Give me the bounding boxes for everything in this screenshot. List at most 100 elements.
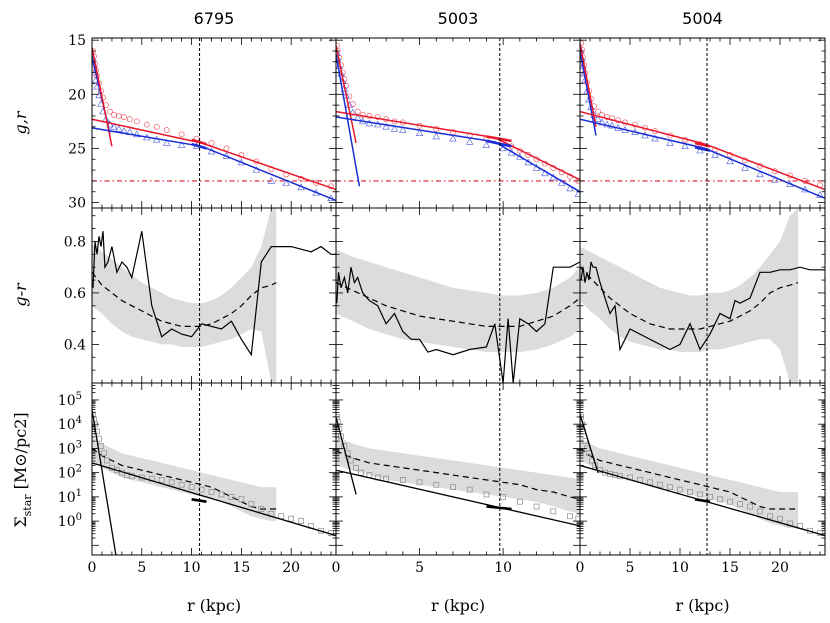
y-axis-label-mag: g,r [11, 110, 30, 134]
mass-point [466, 486, 473, 493]
g-band-point [342, 91, 350, 99]
mass-band [336, 436, 580, 514]
r-band-point [126, 116, 133, 123]
mass-point [516, 498, 523, 505]
mass-point [747, 503, 753, 510]
x-tick-label: 20 [282, 560, 300, 576]
mass-band [92, 436, 277, 522]
x-tick-label: 15 [232, 560, 250, 576]
g-band-point [110, 122, 118, 130]
mass-point [104, 457, 110, 464]
g-band-point [681, 142, 689, 149]
color-band [580, 208, 798, 383]
mass-point [717, 496, 723, 503]
g-band-point [741, 163, 749, 171]
g-disk-break [694, 146, 711, 152]
mass-point [777, 515, 783, 522]
mass-point [128, 473, 135, 480]
y-tick-label: 102 [58, 464, 82, 482]
g-band-point [348, 108, 357, 116]
y-tick-label: 0.6 [64, 286, 86, 302]
r-band-point [115, 113, 122, 119]
y-tick-label: 103 [58, 439, 82, 457]
g-band-point [726, 157, 734, 165]
r-band-point [178, 131, 185, 138]
g-band-point [432, 132, 441, 140]
mass-point [550, 508, 557, 515]
g-band-point [711, 150, 719, 158]
x-tick-label: 10 [494, 560, 512, 576]
color-median [336, 282, 580, 327]
mass-point [727, 498, 733, 505]
g-band-point [594, 115, 602, 122]
mass-point [101, 450, 107, 457]
column-title: 5004 [682, 9, 723, 28]
r-disk-fit [580, 110, 825, 191]
mass-point [353, 464, 359, 471]
panel-color-5003 [336, 249, 580, 383]
x-tick-label: 10 [671, 560, 689, 576]
mass-point [757, 508, 763, 515]
color-profile [336, 261, 580, 383]
mass-point [168, 479, 175, 486]
y-axis-label-mass: Σstar [M⊙/pc2] [11, 412, 34, 527]
mass-point [450, 484, 456, 491]
r-band-point [349, 101, 356, 107]
g-bulge-fit [336, 54, 361, 187]
x-tick-label: 20 [771, 560, 789, 576]
r-disk-break [191, 138, 207, 146]
column-title: 5003 [438, 9, 479, 28]
y-tick-label: 25 [68, 141, 86, 157]
x-tick-label: 0 [88, 560, 97, 576]
r-band-point [120, 114, 127, 120]
mass-point [228, 494, 235, 500]
g-band-point [482, 141, 491, 148]
x-tick-label: 15 [721, 560, 739, 576]
mass-bulge-fit [92, 409, 117, 555]
g-band-point [566, 184, 574, 192]
g-band-point [696, 146, 704, 154]
r-band-point [374, 114, 381, 120]
color-band [336, 249, 580, 353]
mass-disk-break [191, 498, 207, 503]
g-band-point [666, 139, 674, 146]
mass-point [278, 513, 285, 520]
y-tick-label: 100 [58, 512, 82, 530]
mass-point [358, 469, 364, 476]
mass-point [178, 481, 185, 488]
color-profile [580, 261, 825, 352]
x-axis-label: r (kpc) [431, 596, 485, 615]
r-band-point [208, 140, 215, 146]
mass-point [288, 515, 295, 522]
x-tick-label: 5 [626, 560, 635, 576]
panel-color-6795 [92, 208, 336, 383]
g-band-point [608, 121, 616, 129]
panel-color-5004 [580, 208, 825, 383]
x-axis-label: r (kpc) [187, 596, 241, 615]
mass-point [500, 494, 506, 500]
y-tick-label: 30 [68, 196, 86, 212]
g-band-point [282, 179, 290, 186]
g-band-point [756, 170, 764, 178]
column-title: 6795 [194, 9, 235, 28]
g-band-point [651, 134, 659, 142]
mass-point [657, 481, 663, 488]
r-band-point [354, 108, 361, 115]
y-tick-label: 104 [58, 415, 82, 433]
mass-point [198, 486, 205, 493]
panel-mag-6795 [92, 47, 336, 202]
g-band-point [390, 125, 399, 132]
mass-point [667, 484, 673, 491]
mass-point [158, 477, 165, 483]
color-median [580, 266, 799, 330]
mass-median [92, 447, 277, 510]
panel-mass-5003 [336, 414, 580, 527]
panel-frame [579, 382, 826, 556]
x-tick-label: 0 [576, 560, 585, 576]
mass-point [707, 494, 713, 500]
r-disk-break [694, 141, 711, 148]
mass-point [533, 503, 540, 510]
mass-point [687, 489, 693, 495]
g-band-point [267, 176, 276, 184]
